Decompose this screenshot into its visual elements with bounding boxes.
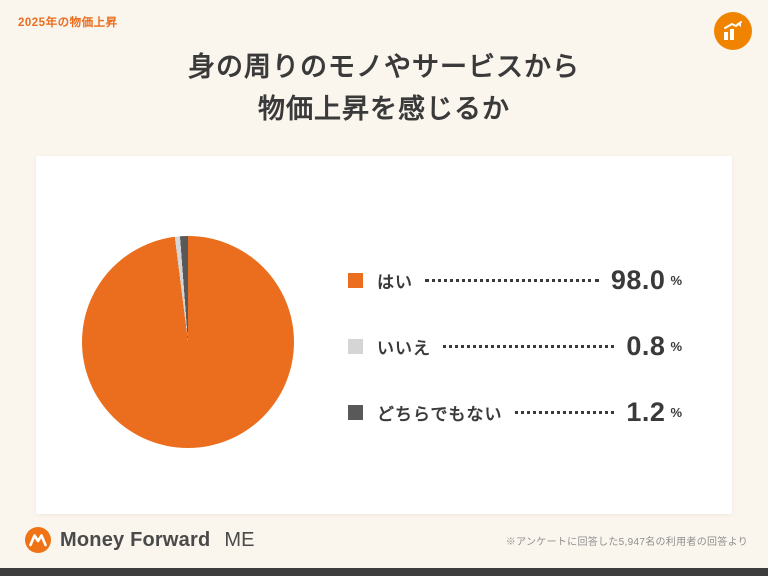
footnote: ※アンケートに回答した5,947名の利用者の回答より — [505, 537, 748, 548]
page-title-line1: 身の周りのモノやサービスから — [188, 52, 580, 82]
legend-item: どちらでもない 1.2 % — [348, 392, 682, 432]
chart-legend: はい 98.0 % いいえ 0.8 % どちらでもない 1.2 % — [348, 260, 682, 432]
legend-item: はい 98.0 % — [348, 260, 682, 300]
page-title: 身の周りのモノやサービスから 物価上昇を感じるか — [0, 46, 768, 130]
page-title-line2: 物価上昇を感じるか — [258, 94, 510, 124]
legend-value: 0.8 — [626, 330, 666, 361]
pie-chart — [82, 236, 294, 448]
legend-label: はい — [377, 272, 413, 292]
bottom-bar — [0, 568, 768, 576]
legend-leader — [514, 410, 615, 414]
legend-item: いいえ 0.8 % — [348, 326, 682, 366]
bar-chart-rising-icon-svg — [724, 21, 742, 40]
legend-label: いいえ — [377, 338, 431, 358]
legend-value: 1.2 — [626, 396, 666, 427]
legend-value: 98.0 — [610, 264, 666, 295]
brand-logo: Money Forward ME — [24, 526, 254, 554]
legend-swatch — [348, 404, 363, 420]
money-forward-logo-icon — [25, 527, 51, 553]
legend-swatch — [348, 338, 363, 354]
chart-card: はい 98.0 % いいえ 0.8 % どちらでもない 1.2 % — [36, 156, 732, 514]
logo-text: Money Forward — [60, 528, 211, 551]
bar-chart-rising-icon — [714, 12, 752, 50]
legend-leader — [443, 344, 615, 348]
logo-suffix: ME — [224, 528, 255, 551]
legend-label: どちらでもない — [377, 404, 503, 424]
legend-swatch — [348, 272, 363, 288]
legend-leader — [425, 278, 599, 282]
legend-unit: % — [670, 338, 682, 354]
tagline: 2025年の物価上昇 — [18, 17, 118, 29]
legend-unit: % — [670, 272, 682, 288]
legend-unit: % — [670, 404, 682, 420]
